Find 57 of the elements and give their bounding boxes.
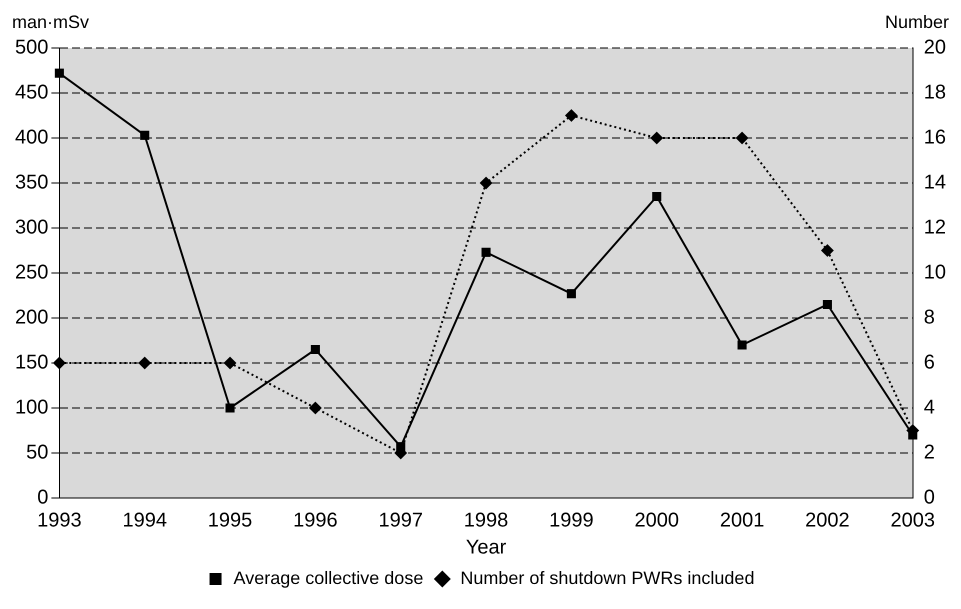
point (54, 68, 64, 78)
y-tick-label: 50 (26, 442, 48, 464)
point (822, 300, 832, 310)
y-tick-label: 100 (14, 396, 48, 419)
point (138, 357, 151, 369)
x-tick-label: 1995 (208, 510, 252, 532)
y-tick-label: 300 (14, 216, 48, 239)
point (140, 130, 150, 140)
y-axis-title: man·mSv (12, 12, 90, 32)
x-tick-label: 1998 (464, 510, 508, 532)
y2-tick-label: 4 (924, 396, 935, 419)
point (566, 289, 576, 298)
y-tick-label: 350 (14, 172, 48, 194)
x-tick-label: 1997 (378, 510, 423, 532)
y2-tick-label: 6 (924, 352, 935, 374)
x-tick-label: 1996 (293, 510, 338, 532)
point (226, 403, 235, 413)
y2-tick-label: 16 (924, 126, 946, 149)
x-tick-label: 2001 (720, 510, 764, 532)
x-tick-label: 1999 (549, 510, 594, 532)
y2-axis-title: Number (884, 12, 949, 32)
y2-tick-label: 12 (924, 216, 946, 239)
x-tick-label: 1993 (37, 510, 82, 532)
x-tick-label: 1994 (122, 510, 167, 532)
point (480, 177, 492, 189)
point (482, 248, 491, 257)
x-tick-label: 2002 (805, 510, 850, 532)
x-tick-label: 2000 (634, 510, 679, 532)
legend-label: Average collective dose (234, 568, 424, 588)
point (310, 344, 320, 354)
point (650, 132, 663, 144)
point (821, 244, 834, 256)
point (396, 442, 406, 452)
point (652, 192, 662, 202)
y-tick-label: 250 (14, 262, 48, 284)
point (738, 340, 747, 350)
y-tick-label: 150 (14, 352, 48, 374)
legend-label: Number of shutdown PWRs included (460, 568, 754, 588)
y-tick-label: 0 (37, 486, 48, 509)
y2-tick-label: 2 (924, 442, 935, 464)
y2-tick-label: 18 (924, 82, 946, 104)
y2-tick-label: 10 (924, 262, 946, 284)
point (309, 402, 322, 414)
y-tick-label: 400 (14, 126, 48, 149)
y2-tick-label: 8 (924, 306, 935, 329)
point (565, 110, 578, 122)
y2-tick-label: 20 (924, 36, 946, 59)
y-tick-label: 450 (14, 82, 48, 104)
y2-tick-label: 0 (924, 486, 935, 509)
y2-tick-label: 14 (924, 172, 946, 194)
point (736, 132, 748, 144)
x-axis-title: Year (466, 536, 507, 559)
point (224, 357, 236, 369)
point (53, 357, 66, 369)
y-tick-label: 500 (14, 36, 48, 59)
x-tick-label: 2003 (890, 510, 936, 532)
y-tick-label: 200 (14, 306, 48, 329)
